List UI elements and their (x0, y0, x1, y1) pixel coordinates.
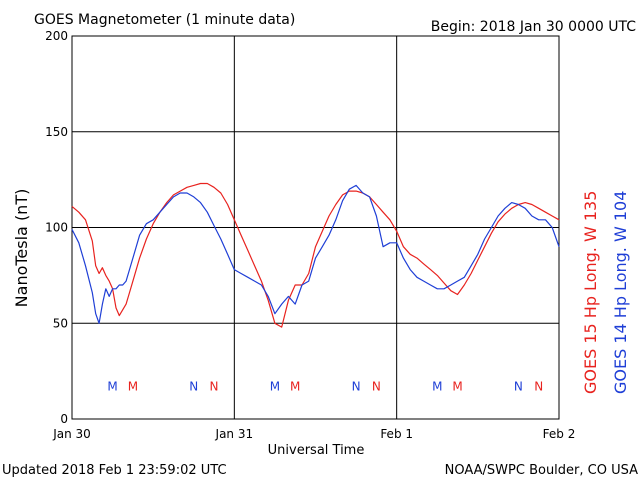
y-tick-label: 0 (60, 412, 68, 426)
y-axis-ticks: 0 50 100 150 200 (45, 29, 68, 426)
x-tick-label: Jan 31 (215, 427, 254, 441)
marker-n: N (534, 379, 543, 393)
y-tick-label: 50 (53, 316, 68, 330)
grid-lines (72, 36, 559, 419)
legend-goes14: GOES 14 Hp Long. W 104 (611, 191, 630, 394)
x-tick-label: Jan 30 (52, 427, 91, 441)
legend-goes15: GOES 15 Hp Long. W 135 (581, 191, 600, 394)
x-tick-label: Feb 2 (543, 427, 576, 441)
x-tick-label: Feb 1 (380, 427, 413, 441)
marker-m: M (452, 379, 462, 393)
marker-m: M (290, 379, 300, 393)
marker-n: N (352, 379, 361, 393)
x-axis-label: Universal Time (268, 443, 365, 458)
y-tick-label: 200 (45, 29, 68, 43)
marker-m: M (128, 379, 138, 393)
marker-m: M (432, 379, 442, 393)
marker-n: N (189, 379, 198, 393)
marker-m: M (270, 379, 280, 393)
marker-m: M (107, 379, 117, 393)
series-line-goes14 (71, 184, 560, 324)
x-axis-ticks: Jan 30 Jan 31 Feb 1 Feb 2 (52, 427, 575, 441)
series-lines (71, 182, 560, 328)
source-credit: NOAA/SWPC Boulder, CO USA (445, 463, 638, 478)
updated-time: Updated 2018 Feb 1 23:59:02 UTC (2, 463, 227, 478)
marker-n: N (210, 379, 219, 393)
marker-n: N (514, 379, 523, 393)
marker-n: N (372, 379, 381, 393)
series-line-goes15 (71, 182, 560, 328)
chart-title: GOES Magnetometer (1 minute data) (34, 12, 295, 28)
y-axis-label: NanoTesla (nT) (12, 189, 31, 308)
begin-time: Begin: 2018 Jan 30 0000 UTC (431, 19, 636, 35)
y-tick-label: 150 (45, 125, 68, 139)
y-tick-label: 100 (45, 221, 68, 235)
